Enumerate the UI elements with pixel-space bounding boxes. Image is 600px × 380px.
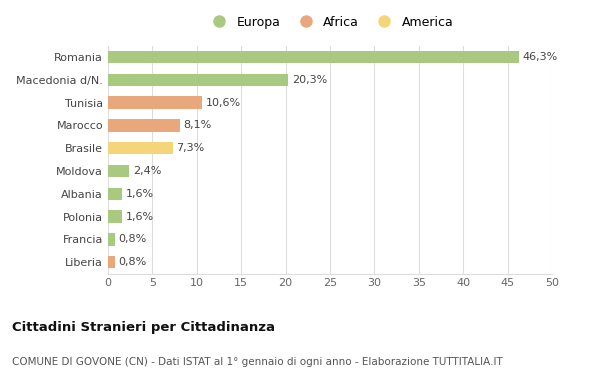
Bar [108,165,130,177]
Text: 20,3%: 20,3% [292,75,327,85]
Legend: Europa, Africa, America: Europa, Africa, America [202,11,458,34]
Text: 0,8%: 0,8% [119,234,147,244]
Text: COMUNE DI GOVONE (CN) - Dati ISTAT al 1° gennaio di ogni anno - Elaborazione TUT: COMUNE DI GOVONE (CN) - Dati ISTAT al 1°… [12,357,503,367]
Text: 7,3%: 7,3% [176,143,205,153]
Bar [108,51,519,63]
Bar [108,142,173,155]
Bar [108,74,288,86]
Bar [108,233,115,245]
Bar [108,211,122,223]
Text: 1,6%: 1,6% [126,212,154,222]
Text: 8,1%: 8,1% [184,120,212,130]
Bar [108,96,202,109]
Bar [108,187,122,200]
Text: 46,3%: 46,3% [523,52,558,62]
Bar [108,256,115,268]
Bar [108,119,180,132]
Text: 2,4%: 2,4% [133,166,161,176]
Text: 10,6%: 10,6% [206,98,241,108]
Text: 1,6%: 1,6% [126,189,154,199]
Text: 0,8%: 0,8% [119,257,147,267]
Text: Cittadini Stranieri per Cittadinanza: Cittadini Stranieri per Cittadinanza [12,321,275,334]
